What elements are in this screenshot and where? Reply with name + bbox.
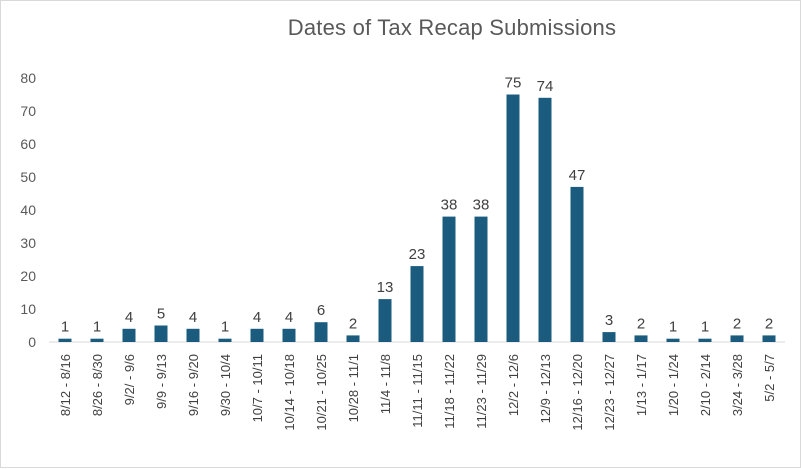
category-label: 12/23 - 12/27 bbox=[602, 354, 617, 431]
bar bbox=[730, 335, 744, 342]
y-tick-label: 10 bbox=[20, 301, 36, 317]
bar bbox=[442, 216, 456, 342]
data-label: 1 bbox=[221, 319, 229, 336]
category-label: 8/12 - 8/16 bbox=[58, 354, 73, 416]
bar bbox=[634, 335, 648, 342]
data-label: 2 bbox=[765, 315, 773, 332]
data-label: 1 bbox=[669, 319, 677, 336]
category-label: 11/18 - 11/22 bbox=[442, 354, 457, 429]
bar bbox=[122, 328, 136, 342]
data-label: 2 bbox=[733, 315, 741, 332]
y-tick-label: 20 bbox=[20, 268, 36, 284]
category-label: 9/30 - 10/4 bbox=[218, 354, 233, 416]
bar bbox=[698, 338, 712, 342]
y-tick-label: 60 bbox=[20, 136, 36, 152]
category-label: 11/11 - 11/15 bbox=[410, 354, 425, 428]
bar bbox=[666, 338, 680, 342]
data-label: 4 bbox=[253, 309, 261, 326]
bar bbox=[410, 266, 424, 342]
bar bbox=[474, 216, 488, 342]
data-label: 1 bbox=[701, 319, 709, 336]
data-label: 4 bbox=[285, 309, 293, 326]
chart-title: Dates of Tax Recap Submissions bbox=[287, 15, 617, 40]
category-label: 12/2 - 12/6 bbox=[506, 354, 521, 416]
category-label: 11/4 - 11/8 bbox=[378, 354, 393, 414]
category-label: 1/13 - 1/17 bbox=[634, 354, 649, 416]
data-label: 74 bbox=[537, 78, 554, 95]
category-label: 12/16 - 12/20 bbox=[570, 354, 585, 431]
y-tick-label: 80 bbox=[20, 70, 36, 86]
category-label: 12/9 - 12/13 bbox=[538, 354, 553, 423]
category-label: 9/9 - 9/13 bbox=[154, 354, 169, 409]
data-label: 47 bbox=[569, 167, 586, 184]
data-label: 6 bbox=[317, 302, 325, 319]
category-label: 10/28 - 11/1 bbox=[346, 354, 361, 422]
category-label: 1/20 - 1/24 bbox=[666, 354, 681, 416]
data-label: 1 bbox=[93, 319, 101, 336]
data-label: 38 bbox=[441, 197, 458, 214]
data-label: 4 bbox=[189, 309, 197, 326]
data-label: 2 bbox=[349, 315, 357, 332]
y-tick-label: 50 bbox=[20, 169, 36, 185]
bar bbox=[538, 97, 552, 342]
data-label: 3 bbox=[605, 312, 613, 329]
bar bbox=[154, 325, 168, 342]
y-tick-label: 70 bbox=[20, 103, 36, 119]
bar bbox=[602, 332, 616, 342]
data-label: 4 bbox=[125, 309, 133, 326]
y-tick-label: 40 bbox=[20, 202, 36, 218]
data-label: 1 bbox=[61, 319, 69, 336]
bar bbox=[282, 328, 296, 342]
bar bbox=[250, 328, 264, 342]
category-label: 9/16 - 9/20 bbox=[186, 354, 201, 416]
data-label: 38 bbox=[473, 197, 490, 214]
bar bbox=[90, 338, 104, 342]
category-label: 10/21 - 10/25 bbox=[314, 354, 329, 431]
category-label: 2/10 - 2/14 bbox=[698, 354, 713, 416]
data-label: 5 bbox=[157, 306, 165, 323]
bar bbox=[186, 328, 200, 342]
bar bbox=[314, 322, 328, 342]
category-label: 10/14 - 10/18 bbox=[282, 354, 297, 431]
y-tick-label: 0 bbox=[28, 334, 36, 350]
data-label: 23 bbox=[409, 246, 426, 263]
category-label: 8/26 - 8/30 bbox=[90, 354, 105, 416]
bar bbox=[762, 335, 776, 342]
bar bbox=[506, 94, 520, 342]
data-label: 75 bbox=[505, 75, 522, 92]
category-label: 11/23 - 11/29 bbox=[474, 354, 489, 429]
bar bbox=[570, 186, 584, 342]
bar bbox=[346, 335, 360, 342]
y-tick-label: 30 bbox=[20, 235, 36, 251]
data-label: 2 bbox=[637, 315, 645, 332]
category-label: 3/24 - 3/28 bbox=[730, 354, 745, 416]
bar bbox=[58, 338, 72, 342]
bar bbox=[218, 338, 232, 342]
category-label: 5/2 - 5/7 bbox=[762, 354, 777, 402]
data-label: 13 bbox=[377, 279, 394, 296]
bar bbox=[378, 299, 392, 342]
category-label: 9/2/ - 9/6 bbox=[122, 354, 137, 405]
category-label: 10/7 - 10/11 bbox=[250, 354, 265, 422]
